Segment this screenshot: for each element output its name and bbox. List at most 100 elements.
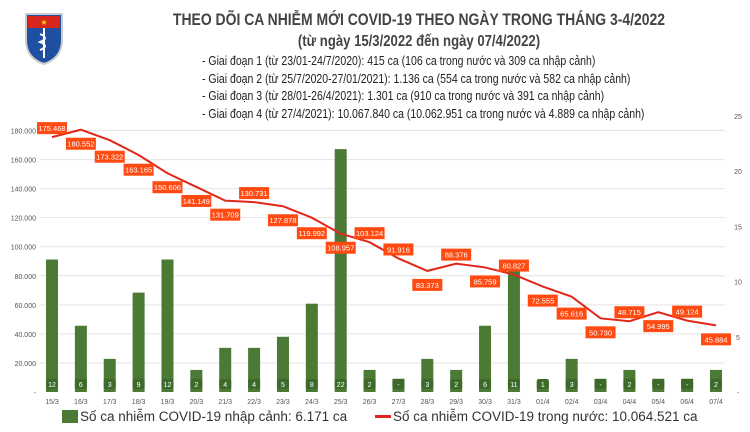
bar bbox=[305, 303, 318, 392]
line-data-label: 49.124 bbox=[676, 308, 699, 317]
chart-title: THEO DÕI CA NHIỄM MỚI COVID-19 THEO NGÀY… bbox=[172, 10, 666, 29]
bar-data-label: 3 bbox=[108, 382, 112, 389]
line-data-label: 141.149 bbox=[183, 197, 210, 206]
line-label-bg bbox=[470, 275, 501, 288]
line-data-label: 127.878 bbox=[269, 216, 296, 225]
bar-data-label: - bbox=[657, 382, 660, 389]
left-axis-tick: 20.000 bbox=[15, 361, 37, 368]
bar-data-label: 2 bbox=[714, 382, 718, 389]
bar-data-label: 22 bbox=[337, 382, 345, 389]
x-axis-tick: 03/4 bbox=[594, 399, 608, 406]
line-label-bg bbox=[585, 326, 616, 339]
bar-label-bg bbox=[103, 379, 116, 389]
bar bbox=[74, 325, 87, 392]
bar-data-label: 11 bbox=[510, 382, 517, 389]
phase-note: - Giai đoạn 2 (từ 25/7/2020-27/01/2021):… bbox=[202, 71, 631, 86]
bar-label-bg bbox=[219, 379, 232, 389]
svg-text:★: ★ bbox=[40, 18, 47, 27]
ministry-of-health-logo: ★ bbox=[25, 13, 63, 66]
bar-data-label: 4 bbox=[223, 382, 227, 389]
line-label-bg bbox=[267, 214, 298, 227]
line-label-bg bbox=[94, 150, 125, 163]
left-axis-tick: 60.000 bbox=[15, 303, 37, 310]
bar-label-bg bbox=[276, 379, 289, 389]
line-data-label: 80.827 bbox=[502, 262, 525, 271]
x-axis-tick: 30/3 bbox=[478, 399, 492, 406]
x-axis-tick: 17/3 bbox=[103, 399, 117, 406]
bar bbox=[479, 325, 492, 392]
line-label-bg bbox=[412, 278, 443, 291]
left-axis-tick: 140.000 bbox=[11, 187, 36, 194]
x-axis-tick: 01/4 bbox=[536, 399, 550, 406]
bar-label-bg bbox=[161, 379, 174, 389]
line-data-label: 150.606 bbox=[154, 183, 181, 192]
bar-data-label: 2 bbox=[194, 382, 198, 389]
bar-data-label: - bbox=[599, 382, 602, 389]
bar-label-bg bbox=[421, 379, 434, 389]
x-axis-tick: 15/3 bbox=[45, 399, 59, 406]
bar-label-bg bbox=[536, 379, 549, 389]
right-axis-tick: 20 bbox=[734, 169, 742, 176]
bar-label-bg bbox=[710, 379, 723, 389]
line-label-bg bbox=[556, 307, 587, 320]
x-axis-tick: 26/3 bbox=[363, 399, 377, 406]
left-axis-tick: - bbox=[34, 390, 37, 397]
x-axis-tick: 18/3 bbox=[132, 399, 146, 406]
x-axis-tick: 19/3 bbox=[161, 399, 175, 406]
line-label-bg bbox=[296, 227, 327, 240]
bar-data-label: 6 bbox=[79, 382, 83, 389]
bar-label-bg bbox=[334, 379, 347, 389]
phase-note: - Giai đoạn 1 (từ 23/01-24/7/2020): 415 … bbox=[202, 54, 596, 68]
x-axis-tick: 24/3 bbox=[305, 399, 319, 406]
legend-swatch-line bbox=[375, 415, 391, 418]
phase-notes: - Giai đoạn 1 (từ 23/01-24/7/2020): 415 … bbox=[202, 53, 644, 123]
line-label-bg bbox=[123, 163, 154, 176]
right-axis-tick: 5 bbox=[736, 335, 740, 342]
left-axis-tick: 120.000 bbox=[11, 216, 36, 223]
bar-label-bg bbox=[132, 379, 145, 389]
line-label-bg bbox=[614, 306, 645, 319]
bar-label-bg bbox=[305, 379, 318, 389]
x-axis-tick: 02/4 bbox=[565, 399, 579, 406]
x-axis-tick: 31/3 bbox=[507, 399, 521, 406]
bar-label-bg bbox=[450, 379, 463, 389]
line-data-label: 91.916 bbox=[387, 245, 410, 254]
x-axis-tick: 23/3 bbox=[276, 399, 290, 406]
legend-swatch-bar bbox=[62, 410, 78, 423]
phase-note: - Giai đoạn 3 (từ 28/01-26/4/2021): 1.30… bbox=[202, 89, 605, 103]
line-data-label: 65.616 bbox=[560, 310, 583, 319]
line-data-label: 163.165 bbox=[125, 166, 152, 175]
left-axis-tick: 160.000 bbox=[11, 158, 36, 165]
x-axis-tick: 05/4 bbox=[651, 399, 665, 406]
left-axis-tick: 180.000 bbox=[11, 129, 36, 136]
bar-data-label: 1 bbox=[541, 382, 545, 389]
bar-data-label: 2 bbox=[627, 382, 631, 389]
line-data-label: 131.709 bbox=[212, 211, 239, 220]
bar-label-bg bbox=[652, 379, 665, 389]
line-data-label: 83.373 bbox=[416, 281, 439, 290]
legend-label-line: Số ca nhiễm COVID-19 trong nước: 10.064.… bbox=[393, 409, 698, 424]
bar-label-bg bbox=[594, 379, 607, 389]
legend-bar: Số ca nhiễm COVID-19 nhập cảnh: 6.171 ca bbox=[62, 409, 347, 424]
right-axis-tick: 15 bbox=[734, 224, 742, 231]
bar-label-bg bbox=[190, 379, 203, 389]
x-axis-tick: 06/4 bbox=[680, 399, 694, 406]
line-label-bg bbox=[239, 187, 270, 200]
line-label-bg bbox=[210, 208, 241, 221]
bar bbox=[161, 259, 174, 392]
line-data-label: 108.957 bbox=[327, 244, 354, 253]
bar-label-bg bbox=[623, 379, 636, 389]
right-axis-tick: 10 bbox=[734, 280, 742, 287]
bar-data-label: 5 bbox=[281, 382, 285, 389]
x-axis-tick: 04/4 bbox=[623, 399, 637, 406]
line-data-label: 88.376 bbox=[445, 251, 468, 260]
line-data-label: 45.884 bbox=[705, 335, 728, 344]
line-data-label: 130.731 bbox=[241, 189, 268, 198]
x-axis-tick: 29/3 bbox=[449, 399, 463, 406]
bar-data-label: 9 bbox=[137, 382, 141, 389]
bar-data-label: 12 bbox=[48, 382, 56, 389]
line-data-label: 72.555 bbox=[531, 297, 554, 306]
line-data-label: 50.730 bbox=[589, 328, 612, 337]
bar-label-bg bbox=[248, 379, 261, 389]
chart-subtitle: (từ ngày 15/3/2022 đến ngày 07/4/2022) bbox=[297, 33, 541, 50]
